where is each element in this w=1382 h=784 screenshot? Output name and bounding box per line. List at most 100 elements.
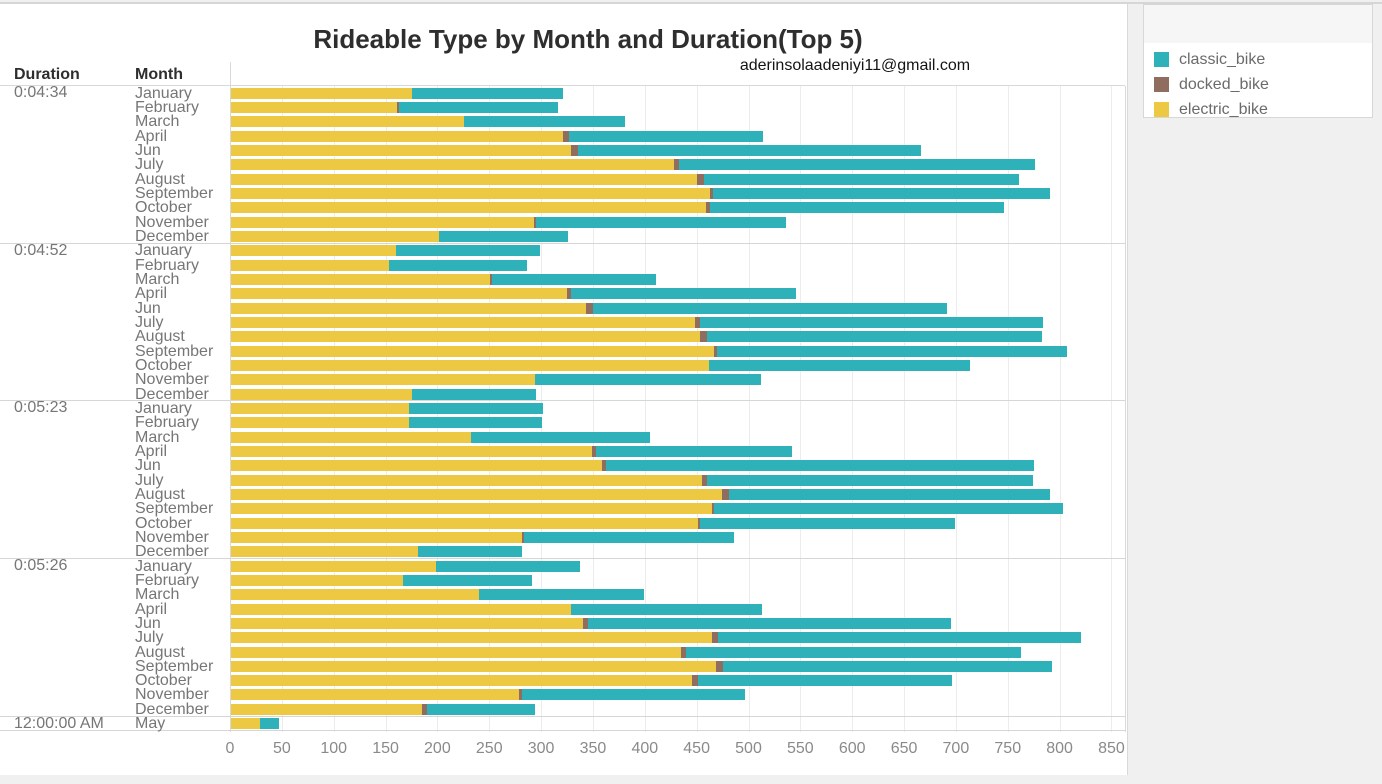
bar-segment-classic_bike[interactable] [717, 345, 1067, 357]
bar-segment-electric_bike[interactable] [231, 116, 465, 128]
bar-segment-electric_bike[interactable] [231, 517, 698, 529]
bar-segment-electric_bike[interactable] [231, 718, 261, 730]
bar-segment-electric_bike[interactable] [231, 273, 491, 285]
bar-segment-electric_bike[interactable] [231, 359, 710, 371]
bar-segment-classic_bike[interactable] [709, 359, 971, 371]
bar-segment-classic_bike[interactable] [260, 718, 279, 730]
legend-item-electric-bike[interactable]: electric_bike [1144, 97, 1372, 122]
bar-segment-classic_bike[interactable] [699, 316, 1043, 328]
bar-segment-classic_bike[interactable] [535, 216, 786, 228]
bar-segment-electric_bike[interactable] [231, 245, 396, 257]
bar-segment-electric_bike[interactable] [231, 488, 722, 500]
bar-segment-docked_bike[interactable] [585, 302, 593, 314]
bar-segment-electric_bike[interactable] [231, 101, 397, 113]
bar-segment-classic_bike[interactable] [699, 517, 955, 529]
bar-segment-docked_bike[interactable] [396, 101, 399, 113]
bar-segment-electric_bike[interactable] [231, 646, 682, 658]
bar-segment-electric_bike[interactable] [231, 589, 479, 601]
bar-segment-classic_bike[interactable] [409, 417, 543, 429]
bar-segment-docked_bike[interactable] [697, 517, 700, 529]
bar-segment-electric_bike[interactable] [231, 302, 586, 314]
bar-segment-docked_bike[interactable] [716, 660, 723, 672]
bar-segment-classic_bike[interactable] [388, 259, 527, 271]
bar-segment-electric_bike[interactable] [231, 216, 534, 228]
legend-item-docked-bike[interactable]: docked_bike [1144, 72, 1372, 97]
bar-segment-electric_bike[interactable] [231, 144, 572, 156]
bar-segment-classic_bike[interactable] [426, 703, 535, 715]
bar-segment-docked_bike[interactable] [694, 316, 700, 328]
bar-segment-docked_bike[interactable] [562, 130, 570, 142]
bar-segment-electric_bike[interactable] [231, 417, 410, 429]
bar-segment-electric_bike[interactable] [231, 546, 418, 558]
bar-segment-electric_bike[interactable] [231, 316, 695, 328]
bar-segment-classic_bike[interactable] [706, 474, 1033, 486]
bar-segment-electric_bike[interactable] [231, 202, 706, 214]
bar-segment-docked_bike[interactable] [681, 646, 687, 658]
bar-segment-docked_bike[interactable] [712, 632, 719, 644]
bar-segment-docked_bike[interactable] [701, 474, 707, 486]
bar-segment-electric_bike[interactable] [231, 331, 700, 343]
bar-segment-electric_bike[interactable] [231, 402, 410, 414]
bar-segment-classic_bike[interactable] [478, 589, 644, 601]
bar-segment-electric_bike[interactable] [231, 574, 404, 586]
bar-segment-classic_bike[interactable] [710, 202, 1004, 214]
bar-segment-classic_bike[interactable] [569, 130, 763, 142]
bar-segment-electric_bike[interactable] [231, 187, 711, 199]
bar-segment-electric_bike[interactable] [231, 660, 717, 672]
bar-segment-classic_bike[interactable] [436, 560, 581, 572]
bar-segment-docked_bike[interactable] [522, 531, 525, 543]
bar-segment-docked_bike[interactable] [721, 488, 729, 500]
bar-segment-electric_bike[interactable] [231, 603, 572, 615]
bar-segment-electric_bike[interactable] [231, 617, 583, 629]
bar-segment-electric_bike[interactable] [231, 474, 702, 486]
bar-segment-electric_bike[interactable] [231, 173, 697, 185]
bar-segment-docked_bike[interactable] [490, 273, 493, 285]
bar-segment-classic_bike[interactable] [470, 431, 650, 443]
bar-segment-docked_bike[interactable] [519, 689, 523, 701]
bar-segment-classic_bike[interactable] [412, 87, 563, 99]
bar-segment-electric_bike[interactable] [231, 632, 713, 644]
bar-segment-classic_bike[interactable] [697, 675, 952, 687]
bar-segment-docked_bike[interactable] [696, 173, 704, 185]
bar-segment-electric_bike[interactable] [231, 689, 520, 701]
bar-segment-docked_bike[interactable] [673, 159, 679, 171]
bar-segment-classic_bike[interactable] [703, 173, 1020, 185]
bar-segment-docked_bike[interactable] [421, 703, 427, 715]
bar-segment-classic_bike[interactable] [412, 388, 536, 400]
bar-segment-classic_bike[interactable] [728, 488, 1051, 500]
bar-segment-classic_bike[interactable] [706, 331, 1042, 343]
bar-segment-electric_bike[interactable] [231, 259, 389, 271]
bar-segment-docked_bike[interactable] [699, 331, 707, 343]
bar-segment-docked_bike[interactable] [591, 445, 597, 457]
bar-segment-classic_bike[interactable] [534, 374, 761, 386]
bar-segment-electric_bike[interactable] [231, 675, 693, 687]
bar-segment-docked_bike[interactable] [705, 202, 711, 214]
bar-segment-classic_bike[interactable] [524, 531, 734, 543]
bar-segment-classic_bike[interactable] [439, 230, 568, 242]
bar-segment-classic_bike[interactable] [722, 660, 1053, 672]
bar-segment-docked_bike[interactable] [710, 187, 714, 199]
bar-segment-electric_bike[interactable] [231, 703, 422, 715]
bar-segment-electric_bike[interactable] [231, 374, 535, 386]
bar-segment-docked_bike[interactable] [582, 617, 588, 629]
bar-segment-classic_bike[interactable] [592, 302, 947, 314]
bar-segment-classic_bike[interactable] [714, 503, 1063, 515]
bar-segment-classic_bike[interactable] [713, 187, 1051, 199]
bar-segment-classic_bike[interactable] [678, 159, 1035, 171]
bar-segment-docked_bike[interactable] [571, 144, 579, 156]
bar-segment-classic_bike[interactable] [571, 603, 762, 615]
bar-segment-classic_bike[interactable] [464, 116, 626, 128]
bar-segment-classic_bike[interactable] [395, 245, 541, 257]
legend-item-classic-bike[interactable]: classic_bike [1144, 47, 1372, 72]
bar-segment-electric_bike[interactable] [231, 560, 437, 572]
bar-segment-electric_bike[interactable] [231, 431, 471, 443]
bar-segment-electric_bike[interactable] [231, 445, 592, 457]
bar-segment-docked_bike[interactable] [566, 288, 572, 300]
bar-segment-electric_bike[interactable] [231, 503, 713, 515]
bar-segment-classic_bike[interactable] [578, 144, 921, 156]
bar-segment-docked_bike[interactable] [714, 345, 718, 357]
bar-segment-classic_bike[interactable] [522, 689, 746, 701]
bar-segment-electric_bike[interactable] [231, 460, 603, 472]
bar-segment-electric_bike[interactable] [231, 230, 440, 242]
bar-segment-classic_bike[interactable] [571, 288, 797, 300]
